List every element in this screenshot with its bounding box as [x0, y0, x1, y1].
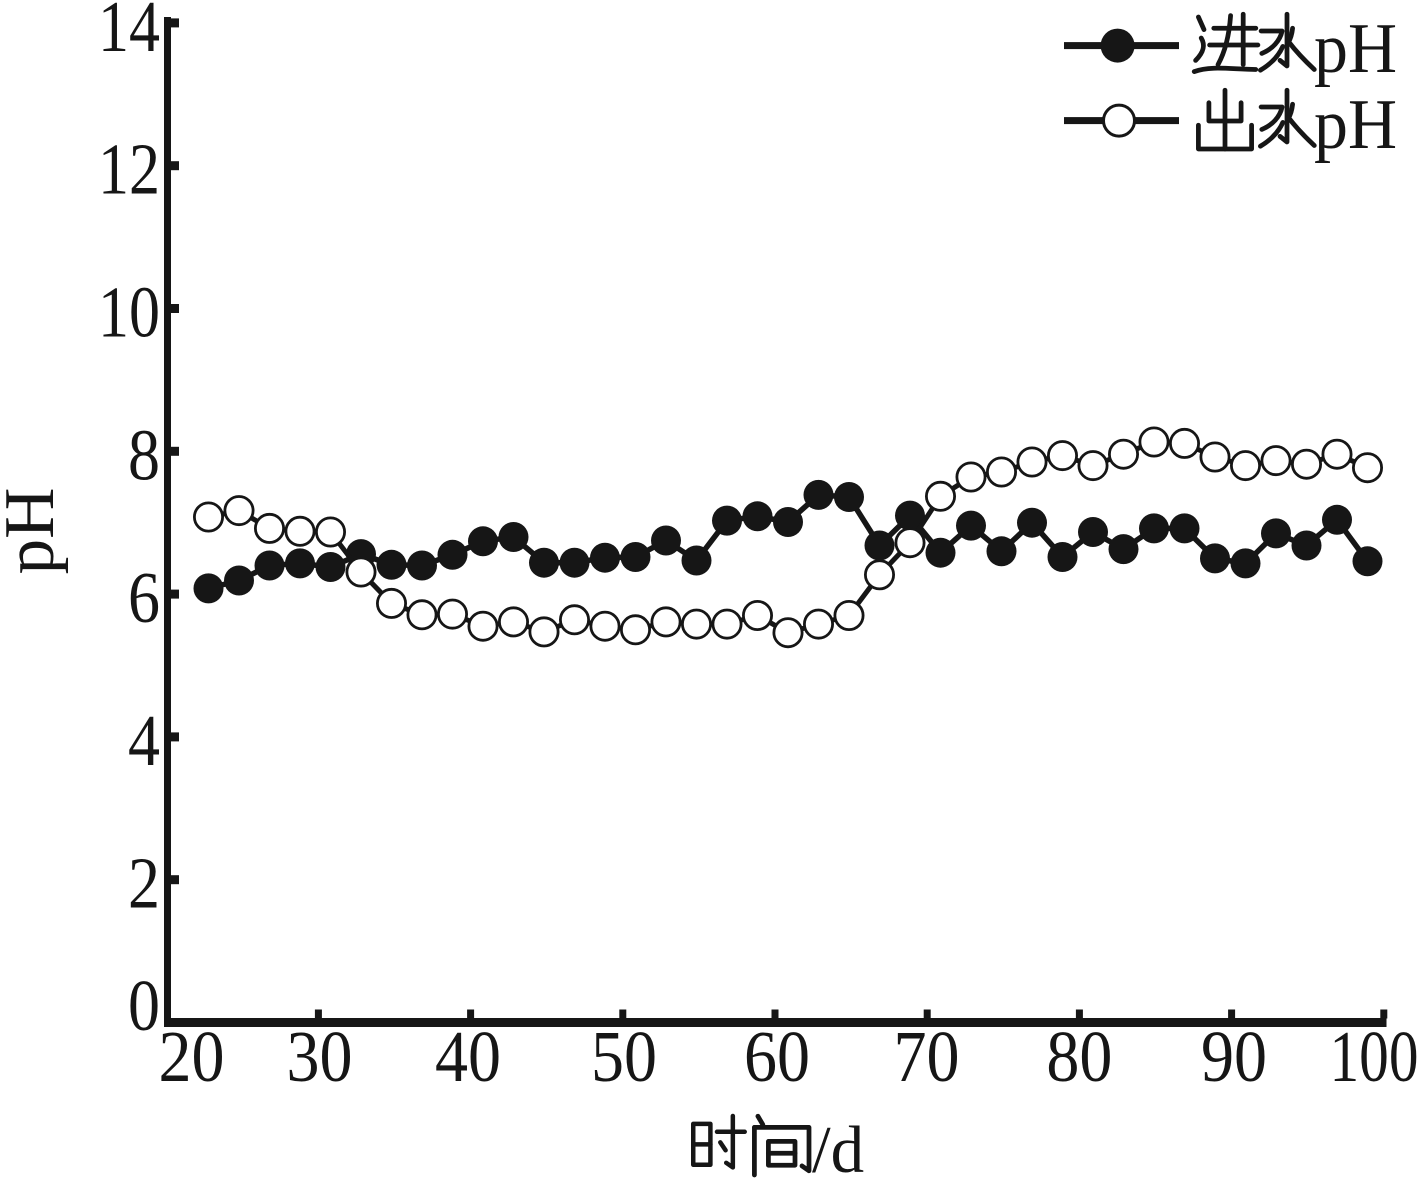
svg-text:60: 60	[744, 1016, 810, 1097]
svg-text:8: 8	[128, 414, 160, 495]
svg-text:pH: pH	[1314, 86, 1397, 164]
svg-text:6: 6	[128, 557, 160, 638]
svg-text:100: 100	[1330, 1016, 1417, 1097]
svg-text:30: 30	[287, 1016, 353, 1097]
svg-text:40: 40	[435, 1016, 501, 1097]
svg-text:0: 0	[128, 965, 160, 1046]
svg-text:80: 80	[1046, 1016, 1112, 1097]
svg-text:/d: /d	[812, 1113, 864, 1181]
svg-text:4: 4	[128, 700, 160, 781]
svg-text:20: 20	[159, 1016, 225, 1097]
svg-text:12: 12	[98, 129, 160, 210]
svg-text:pH: pH	[1314, 10, 1397, 88]
svg-text:90: 90	[1201, 1016, 1267, 1097]
svg-text:70: 70	[894, 1016, 960, 1097]
svg-text:50: 50	[591, 1016, 657, 1097]
svg-text:pH: pH	[0, 488, 69, 575]
svg-text:2: 2	[128, 843, 160, 924]
svg-text:10: 10	[98, 272, 160, 353]
svg-text:14: 14	[98, 0, 160, 67]
